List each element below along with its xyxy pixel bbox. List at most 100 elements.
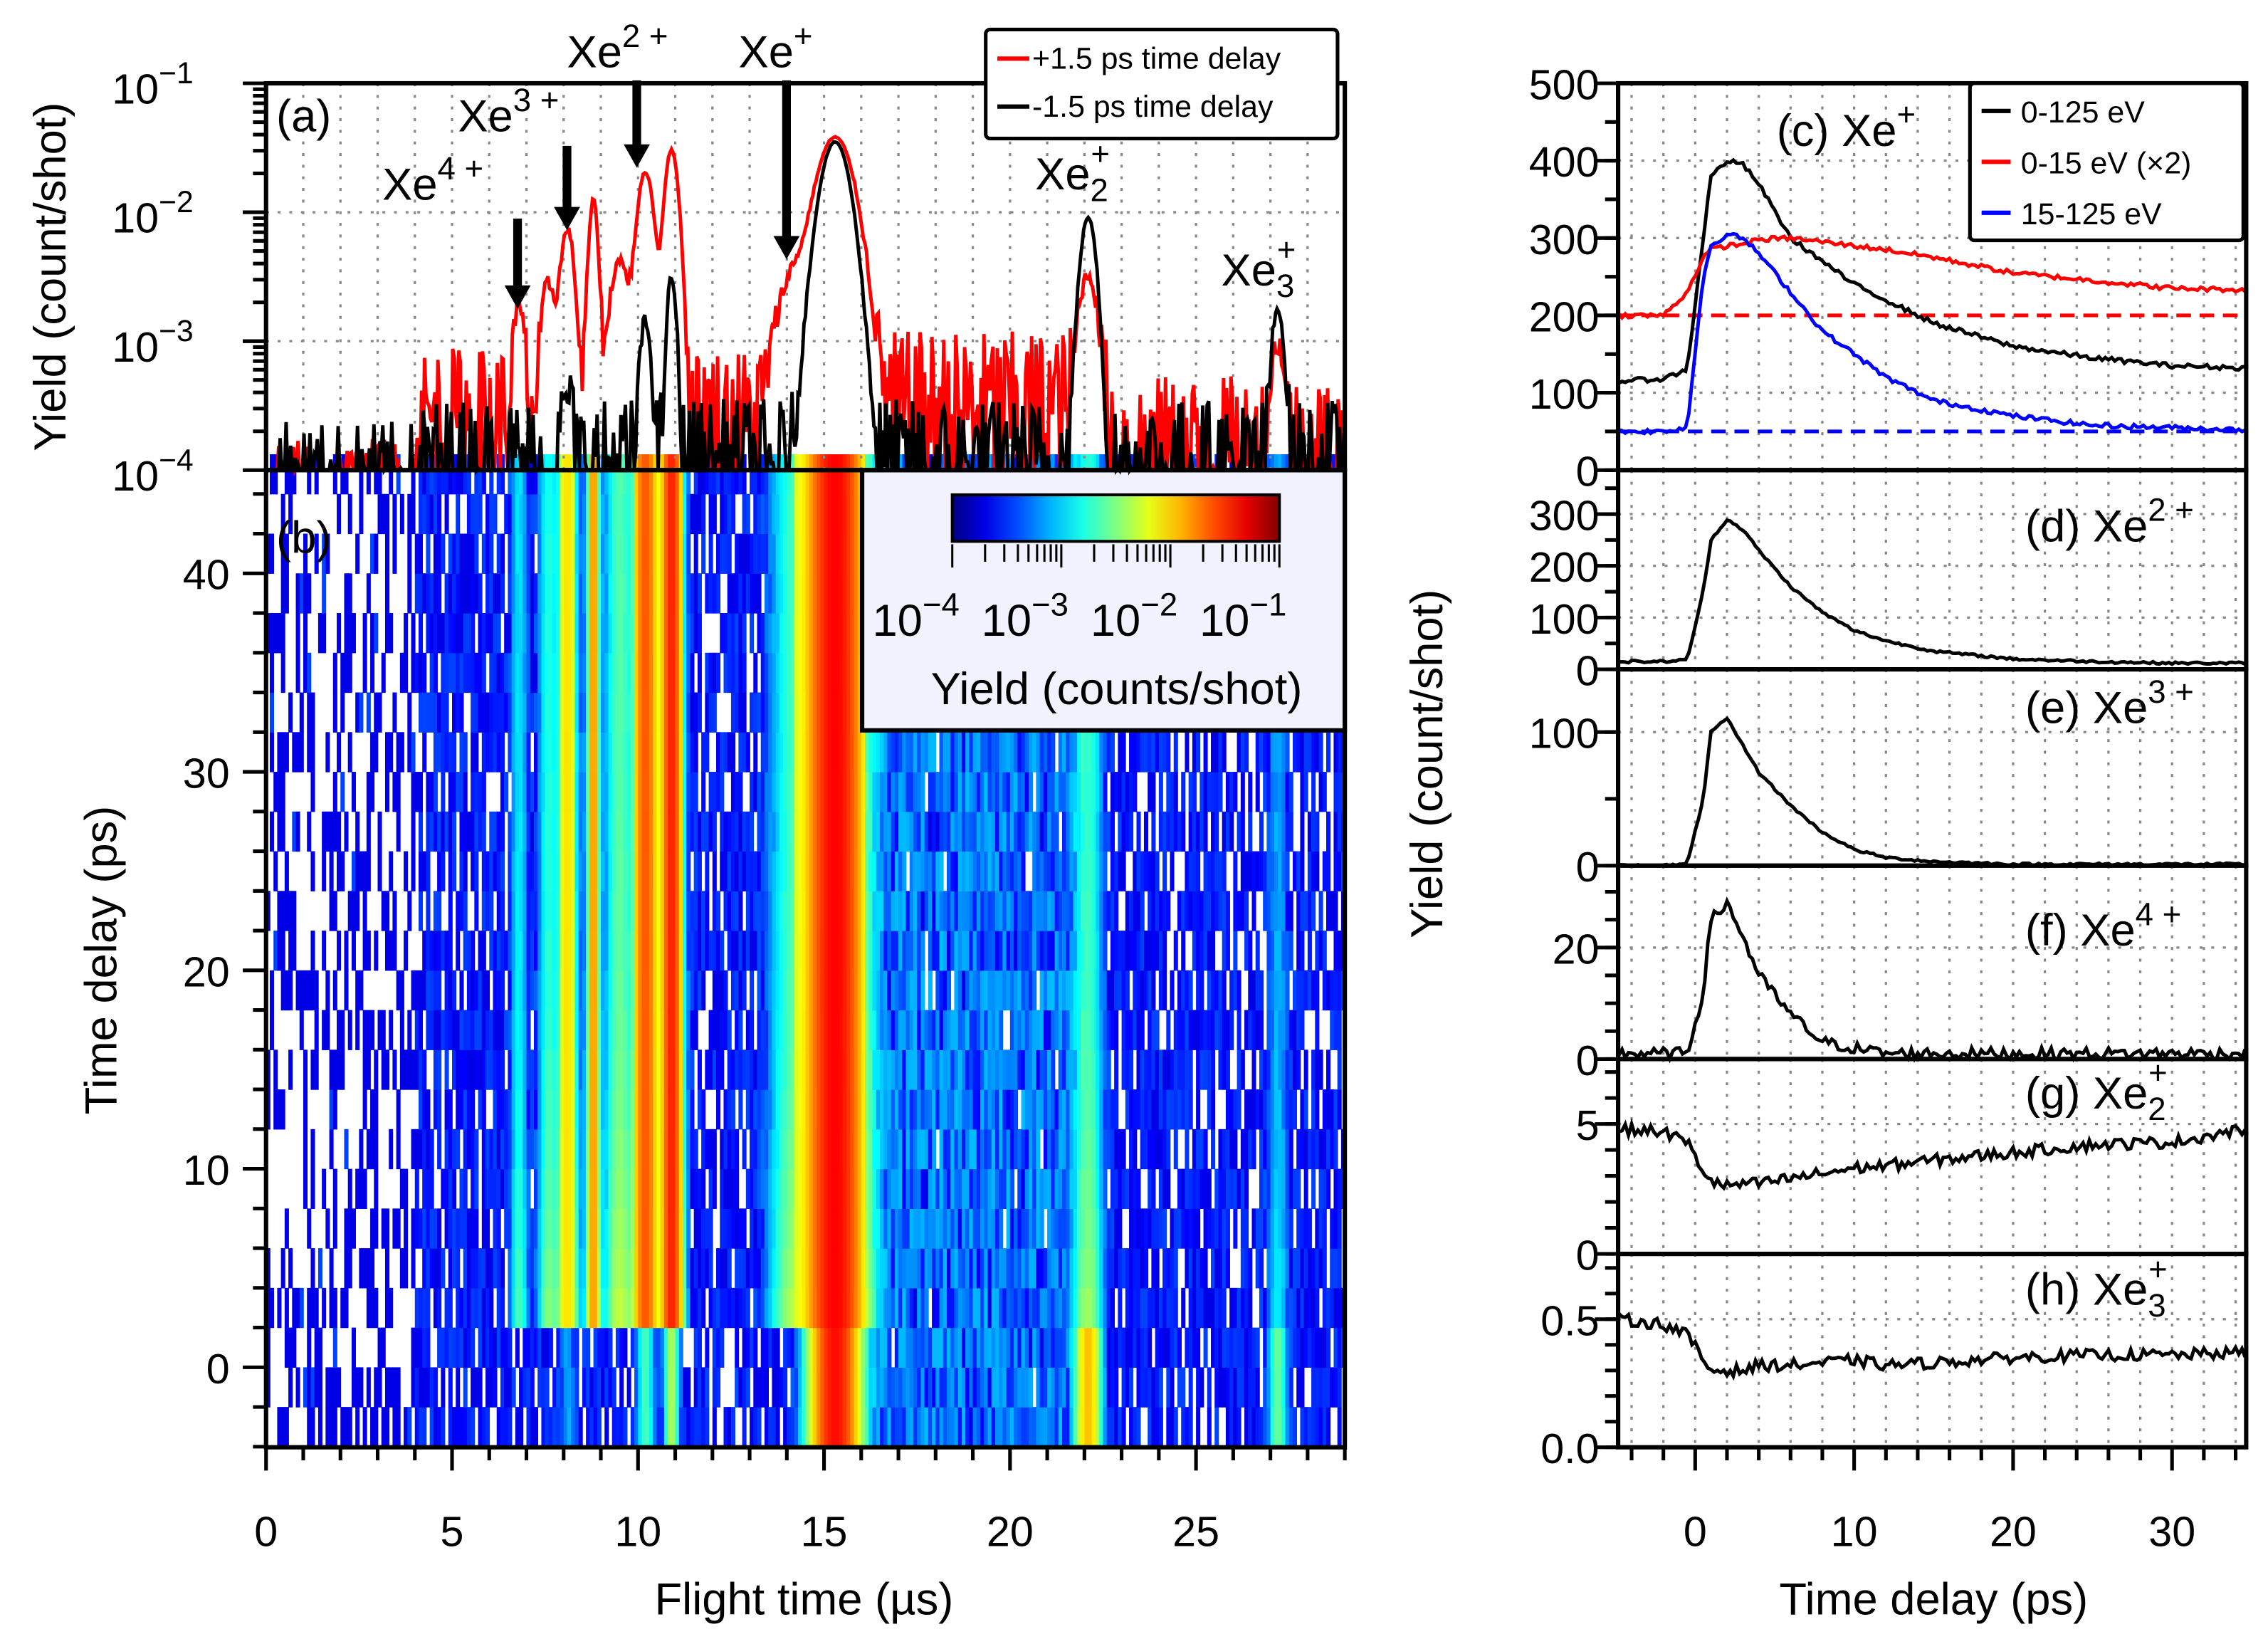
heatmap-cell [384, 573, 390, 614]
heatmap-cell [753, 891, 758, 931]
heatmap-cell [586, 493, 591, 535]
heatmap-cell [957, 1208, 962, 1249]
heatmap-cell [511, 732, 516, 773]
heatmap-cell [857, 652, 862, 693]
heatmap-cell [548, 970, 553, 1011]
heatmap-cell [433, 1407, 438, 1447]
heatmap-cell [444, 1049, 449, 1090]
heatmap-cell [593, 1407, 598, 1447]
heatmap-cell [1047, 1287, 1052, 1329]
heatmap-cell [422, 1208, 427, 1249]
heatmap-cell [987, 732, 992, 773]
heatmap-cell [611, 931, 616, 971]
heatmap-cell [913, 851, 918, 891]
heatmap-cell [750, 613, 755, 654]
heatmap-cell [991, 1367, 996, 1408]
heatmap-cell [824, 454, 829, 495]
heatmap-cell [861, 1208, 866, 1249]
heatmap-cell [295, 811, 300, 852]
heatmap-cell [954, 1010, 959, 1050]
heatmap-cell [623, 1327, 628, 1368]
heatmap-cell [537, 811, 542, 852]
heatmap-cell [987, 1407, 992, 1447]
heatmap-cell [809, 1248, 814, 1289]
heatmap-cell [742, 613, 747, 654]
heatmap-cell [466, 1407, 471, 1447]
heatmap-cell [619, 772, 624, 812]
heatmap-cell [820, 1208, 825, 1249]
heatmap-cell [738, 931, 743, 971]
heatmap-cell [735, 613, 740, 654]
heatmap-cell [307, 811, 312, 852]
heatmap-cell [374, 931, 379, 971]
heatmap-cell [448, 1327, 453, 1368]
heatmap-cell [574, 1129, 579, 1170]
heatmap-cell [560, 1407, 565, 1447]
heatmap-cell [471, 1248, 476, 1289]
heatmap-cell [839, 493, 844, 535]
heatmap-cell [827, 891, 832, 931]
heatmap-cell [645, 1248, 650, 1289]
heatmap-cell [578, 1248, 583, 1289]
heatmap-cell [340, 454, 345, 495]
heatmap-cell [619, 1168, 624, 1209]
heatmap-cell [783, 1248, 788, 1289]
heatmap-cell [1084, 732, 1089, 773]
heatmap-cell [422, 970, 427, 1011]
heatmap-cell [671, 1168, 676, 1209]
heatmap-cell [329, 1129, 334, 1170]
heatmap-cell [768, 1248, 773, 1289]
heatmap-cell [846, 1327, 851, 1368]
heatmap-cell [649, 613, 654, 654]
heatmap-cell [750, 692, 755, 733]
heatmap-cell [288, 1248, 293, 1289]
heatmap-cell [1136, 1367, 1141, 1408]
heatmap-cell [965, 1049, 970, 1090]
heatmap-cell [586, 1168, 591, 1209]
heatmap-cell [452, 1129, 457, 1170]
heatmap-cell [994, 1089, 999, 1130]
heatmap-cell [984, 811, 989, 852]
heatmap-cell [567, 1129, 572, 1170]
heatmap-cell [418, 692, 424, 733]
heatmap-cell [619, 533, 624, 574]
heatmap-cell [1103, 851, 1108, 891]
heatmap-cell [493, 652, 498, 693]
heatmap-cell [504, 1208, 509, 1249]
heatmap-cell [957, 970, 962, 1011]
heatmap-cell [504, 931, 509, 971]
heatmap-cell [817, 1089, 821, 1130]
heatmap-cell [578, 613, 583, 654]
heatmap-cell [1133, 1407, 1138, 1447]
heatmap-cell [797, 1010, 803, 1050]
heatmap-cell [868, 811, 873, 852]
heatmap-cell [854, 851, 859, 891]
heatmap-cell [824, 1208, 829, 1249]
heatmap-cell [954, 772, 959, 812]
heatmap-cell [1009, 732, 1014, 773]
heatmap-cell [824, 533, 829, 574]
heatmap-cell [891, 1367, 896, 1408]
heatmap-cell [1066, 732, 1071, 773]
heatmap-cell [418, 1049, 424, 1090]
heatmap-cell [381, 891, 386, 931]
heatmap-cell [1021, 1010, 1026, 1050]
heatmap-cell [1129, 1168, 1134, 1209]
heatmap-cell [779, 1168, 784, 1209]
heatmap-cell [671, 851, 676, 891]
heatmap-cell [638, 891, 643, 931]
heatmap-cell [448, 1129, 453, 1170]
heatmap-cell [705, 1208, 710, 1249]
heatmap-cell [1081, 732, 1086, 773]
heatmap-cell [615, 1010, 620, 1050]
heatmap-cell [883, 931, 888, 971]
heatmap-cell [932, 891, 937, 931]
heatmap-cell [991, 811, 996, 852]
heatmap-cell [1091, 851, 1096, 891]
heatmap-cell [474, 970, 479, 1011]
heatmap-cell [649, 454, 654, 495]
heatmap-cell [928, 1407, 933, 1447]
heatmap-cell [604, 652, 609, 693]
heatmap-cell [902, 1367, 907, 1408]
heatmap-cell [273, 772, 278, 812]
